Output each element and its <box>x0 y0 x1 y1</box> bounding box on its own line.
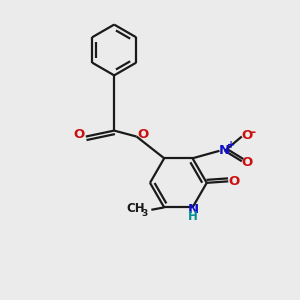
Text: O: O <box>229 175 240 188</box>
Text: O: O <box>242 156 253 169</box>
Text: N: N <box>219 144 230 157</box>
Text: +: + <box>227 140 235 150</box>
Text: O: O <box>242 129 253 142</box>
Text: O: O <box>74 128 85 141</box>
Text: CH: CH <box>127 202 146 215</box>
Text: H: H <box>188 210 198 223</box>
Text: N: N <box>188 203 199 216</box>
Text: O: O <box>137 128 149 141</box>
Text: 3: 3 <box>141 209 148 218</box>
Text: -: - <box>250 126 256 140</box>
